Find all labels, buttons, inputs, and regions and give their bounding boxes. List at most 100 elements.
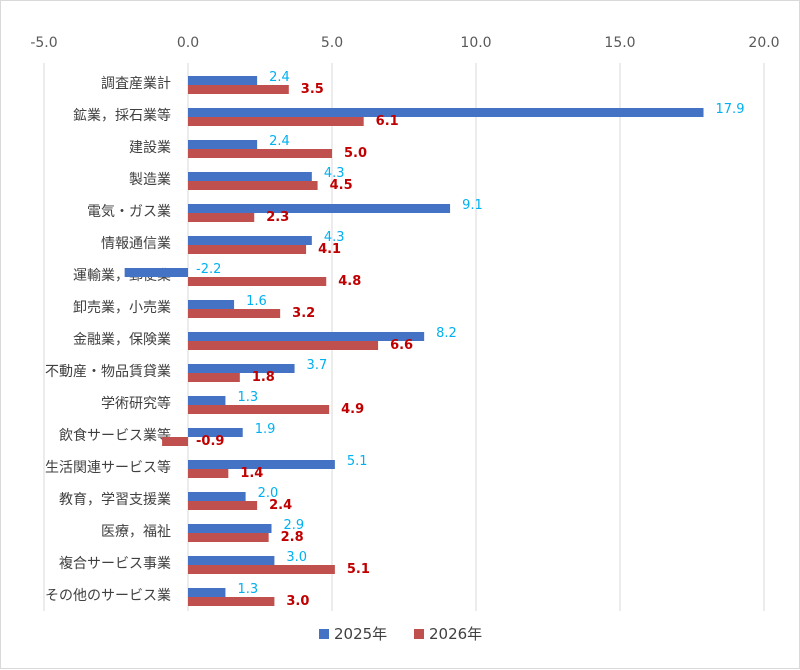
category-label: 電気・ガス業 <box>87 204 171 220</box>
data-label: 4.1 <box>318 242 341 257</box>
bar-series2 <box>188 373 240 382</box>
data-label: 2.4 <box>269 134 290 149</box>
data-label: 1.4 <box>240 466 263 481</box>
data-label: 2.4 <box>269 498 292 513</box>
data-label: 1.3 <box>237 582 258 597</box>
data-label: 1.9 <box>255 422 276 437</box>
data-label: 4.9 <box>341 402 364 417</box>
data-label: 4.5 <box>330 178 353 193</box>
bar-series1 <box>188 492 246 501</box>
data-label: 3.0 <box>286 594 309 609</box>
data-label: 1.3 <box>237 390 258 405</box>
legend-label: 2025年 <box>334 625 387 643</box>
bar-series2 <box>162 437 188 446</box>
x-tick-label: 10.0 <box>460 35 491 51</box>
bar-series1 <box>124 268 188 277</box>
data-labels: 2.43.517.96.12.45.04.34.59.12.34.34.1-2.… <box>196 70 744 609</box>
data-label: 1.8 <box>252 370 275 385</box>
data-label: 5.1 <box>347 454 368 469</box>
category-label: 教育，学習支援業 <box>59 492 171 508</box>
bar-series1 <box>188 524 272 533</box>
bar-series2 <box>188 213 255 222</box>
category-label: 複合サービス事業 <box>59 555 171 572</box>
bar-series1 <box>188 76 258 85</box>
category-label: 鉱業，採石業等 <box>73 107 171 124</box>
category-label: 飲食サービス業等 <box>59 427 171 444</box>
category-label: 生活関連サービス等 <box>45 459 171 476</box>
category-label: 学術研究等 <box>101 395 171 412</box>
bar-series1 <box>188 556 275 565</box>
bar-series1 <box>188 460 335 469</box>
bar-series1 <box>188 332 425 341</box>
category-label: 製造業 <box>129 172 171 188</box>
category-label: 調査産業計 <box>101 76 171 92</box>
data-label: -2.2 <box>196 262 221 277</box>
bar-series2 <box>188 501 258 510</box>
category-label: 不動産・物品賃貸業 <box>45 364 171 380</box>
legend-label: 2026年 <box>429 625 482 643</box>
data-label: 4.3 <box>324 230 345 245</box>
bar-series1 <box>188 108 704 117</box>
category-label: 卸売業，小売業 <box>73 300 171 316</box>
category-label: 金融業，保険業 <box>73 332 171 348</box>
x-tick-label: -5.0 <box>30 35 57 51</box>
data-label: 2.4 <box>269 70 290 85</box>
bar-series1 <box>188 428 243 437</box>
data-label: 2.8 <box>281 530 304 545</box>
bar-series2 <box>188 277 327 286</box>
bar-series1 <box>188 396 226 405</box>
data-label: -0.9 <box>196 434 224 449</box>
data-label: 3.2 <box>292 306 315 321</box>
bar-series2 <box>188 245 307 254</box>
x-tick-label: 15.0 <box>604 35 635 51</box>
data-label: 5.0 <box>344 146 367 161</box>
data-label: 4.8 <box>338 274 361 289</box>
data-label: 6.1 <box>376 114 399 129</box>
bar-series2 <box>188 181 318 190</box>
bar-series1 <box>188 140 258 149</box>
data-label: 3.5 <box>301 82 324 97</box>
data-label: 17.9 <box>716 102 745 117</box>
bar-series2 <box>188 85 289 94</box>
x-tick-label: 20.0 <box>748 35 779 51</box>
bar-series2 <box>188 149 332 158</box>
category-label: その他のサービス業 <box>45 588 171 604</box>
bar-series2 <box>188 405 330 414</box>
data-label: 6.6 <box>390 338 413 353</box>
bar-series2 <box>188 469 229 478</box>
x-axis-ticks: -5.0 0.0 5.0 10.0 15.0 20.0 <box>30 35 779 51</box>
bar-series1 <box>188 204 451 213</box>
category-labels: 調査産業計鉱業，採石業等建設業製造業電気・ガス業情報通信業運輸業，郵便業卸売業，… <box>45 76 171 604</box>
bar-series1 <box>188 236 312 245</box>
bar-series2 <box>188 117 364 126</box>
legend-swatch <box>414 629 424 639</box>
legend: 2025年 2026年 <box>319 625 482 643</box>
bar-series1 <box>188 172 312 181</box>
bar-series2 <box>188 565 335 574</box>
data-label: 8.2 <box>436 326 457 341</box>
data-label: 2.3 <box>266 210 289 225</box>
x-tick-label: 5.0 <box>321 35 343 51</box>
data-label: 4.3 <box>324 166 345 181</box>
category-label: 情報通信業 <box>101 236 171 252</box>
bar-series1 <box>188 588 226 597</box>
data-label: 2.9 <box>284 518 305 533</box>
bar-series1 <box>188 300 235 309</box>
data-label: 3.7 <box>307 358 328 373</box>
category-label: 医療，福祉 <box>101 523 171 540</box>
bar-series2 <box>188 341 379 350</box>
x-tick-label: 0.0 <box>177 35 199 51</box>
data-label: 1.6 <box>246 294 267 309</box>
bars <box>124 76 704 606</box>
bar-series2 <box>188 533 269 542</box>
data-label: 5.1 <box>347 562 370 577</box>
data-label: 3.0 <box>286 550 307 565</box>
bar-series1 <box>188 364 295 373</box>
category-label: 建設業 <box>129 140 171 156</box>
legend-swatch <box>319 629 329 639</box>
data-label: 9.1 <box>462 198 483 213</box>
bar-series2 <box>188 309 281 318</box>
data-label: 2.0 <box>258 486 279 501</box>
